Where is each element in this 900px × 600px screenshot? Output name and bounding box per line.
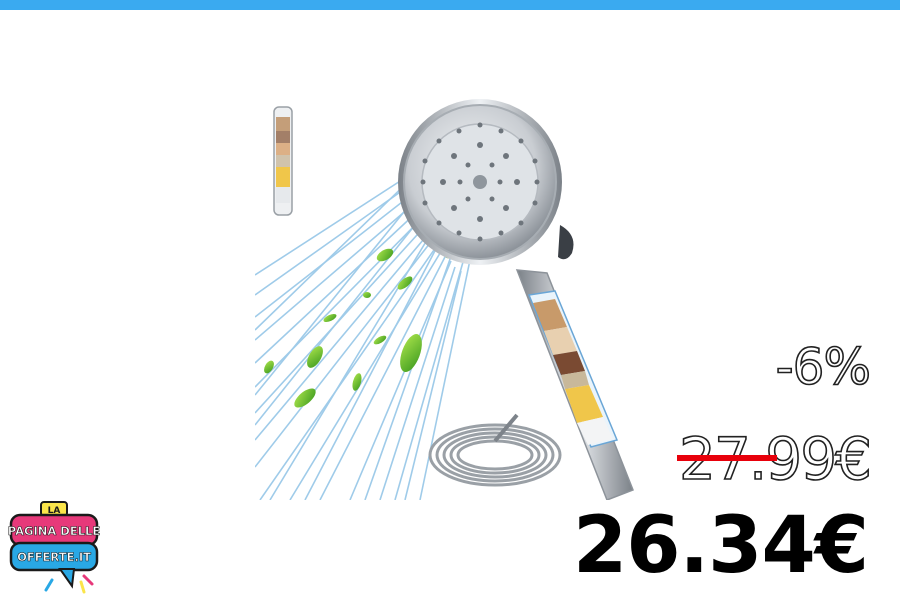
top-accent-bar (0, 0, 900, 10)
logo-artwork: LA PAGINA DELLE OFFERTE.IT (8, 501, 100, 594)
logo-line2: PAGINA DELLE (8, 524, 100, 538)
water-jets (255, 164, 471, 500)
logo-line3: OFFERTE.IT (17, 550, 91, 564)
shower-head (398, 99, 574, 265)
brand-logo[interactable]: LA PAGINA DELLE OFFERTE.IT (8, 500, 100, 596)
replacement-filter (273, 106, 293, 216)
discount-badge: -6% (775, 338, 872, 396)
logo-line1: LA (48, 506, 61, 516)
shower-handle (515, 269, 634, 500)
top-accent-bar-fill (0, 0, 900, 10)
current-price: 26.34€ (573, 501, 869, 591)
strikethrough-line (677, 455, 778, 461)
old-price-block: 27.99€ (677, 429, 873, 489)
hose-coil (428, 413, 562, 487)
product-image (255, 99, 634, 500)
